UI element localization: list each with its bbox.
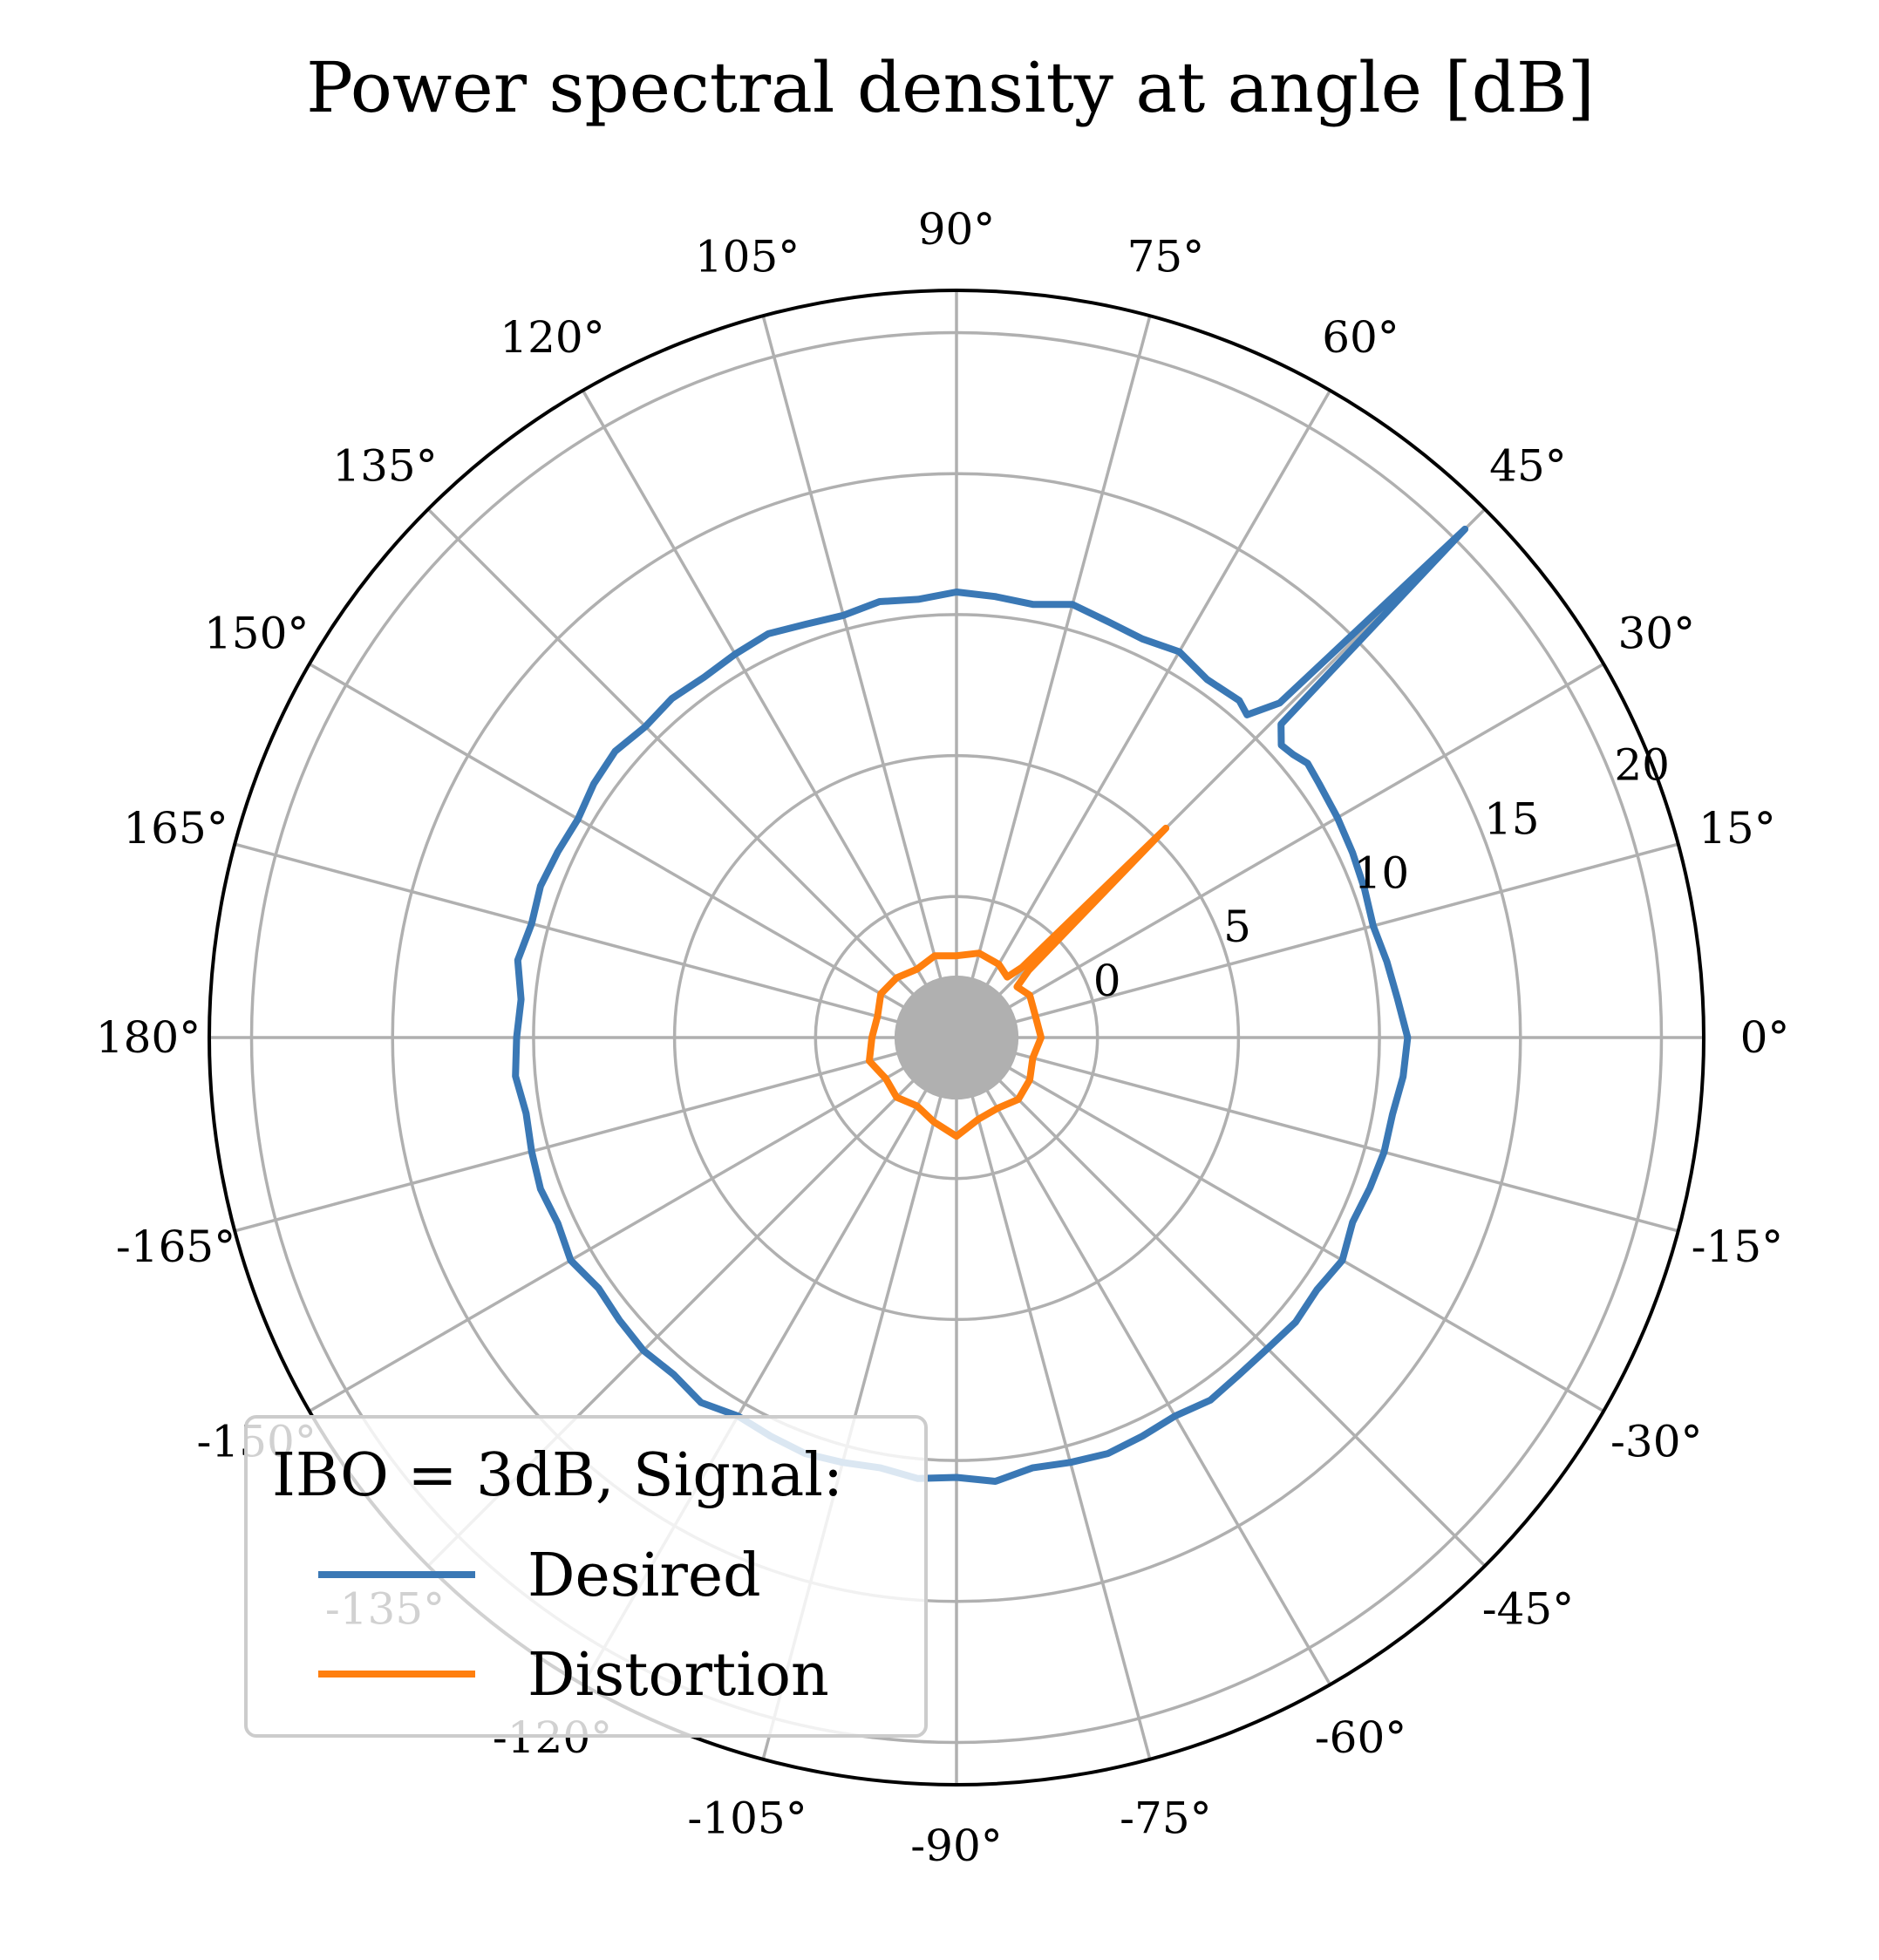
theta-tick-label: -165° bbox=[116, 1222, 235, 1272]
theta-tick-label: -15° bbox=[1692, 1222, 1784, 1272]
r-gridline bbox=[814, 895, 1099, 1181]
theta-gridline bbox=[426, 507, 958, 1039]
theta-tick-label: -45° bbox=[1482, 1583, 1575, 1634]
theta-gridline bbox=[955, 1037, 1332, 1686]
theta-tick-label: 135° bbox=[332, 441, 437, 492]
theta-tick-label: -105° bbox=[687, 1793, 807, 1843]
legend-label-desired: Desired bbox=[528, 1541, 761, 1610]
r-tick-label: 10 bbox=[1354, 847, 1410, 898]
theta-gridline bbox=[956, 1036, 1605, 1413]
theta-gridline bbox=[308, 662, 957, 1039]
series-lines bbox=[512, 525, 1469, 1485]
theta-tick-label: -75° bbox=[1120, 1793, 1212, 1843]
theta-gridline bbox=[956, 662, 1605, 1039]
theta-gridline bbox=[955, 389, 1332, 1038]
r-tick-label: 5 bbox=[1223, 902, 1251, 952]
polar-outer-frame bbox=[208, 289, 1705, 1786]
r-gridline bbox=[391, 472, 1522, 1603]
theta-gridline bbox=[761, 315, 958, 1038]
theta-gridline bbox=[234, 1036, 957, 1233]
r-tick-label: 15 bbox=[1484, 793, 1540, 844]
theta-tick-label: 120° bbox=[500, 312, 604, 363]
legend: IBO = 3dB, Signal: Desired Distortion bbox=[244, 1415, 928, 1738]
polar-grid bbox=[209, 290, 1704, 1785]
r-gridline bbox=[532, 613, 1381, 1462]
theta-tick-label: 165° bbox=[123, 803, 228, 854]
legend-label-distortion: Distortion bbox=[528, 1641, 829, 1710]
theta-tick-label: 0° bbox=[1740, 1012, 1790, 1063]
r-gridline bbox=[249, 330, 1664, 1745]
theta-gridline bbox=[955, 1036, 1487, 1568]
theta-gridline bbox=[581, 389, 958, 1038]
theta-tick-label: 15° bbox=[1699, 803, 1776, 854]
theta-tick-label: 105° bbox=[695, 232, 800, 282]
theta-tick-label: -30° bbox=[1610, 1417, 1703, 1467]
theta-tick-label: -60° bbox=[1315, 1712, 1407, 1763]
theta-gridline bbox=[234, 842, 957, 1039]
r-tick-label: 20 bbox=[1614, 740, 1670, 791]
series-line-distortion bbox=[866, 824, 1170, 1140]
theta-tick-label: 30° bbox=[1617, 609, 1695, 659]
theta-tick-label: 180° bbox=[96, 1012, 201, 1063]
theta-gridline bbox=[955, 1037, 1152, 1760]
legend-title: IBO = 3dB, Signal: bbox=[272, 1441, 843, 1510]
theta-gridline bbox=[308, 1036, 957, 1413]
theta-tick-label: 150° bbox=[204, 609, 309, 659]
theta-tick-label: -90° bbox=[910, 1820, 1003, 1871]
r-gridline bbox=[672, 753, 1241, 1322]
legend-box bbox=[244, 1415, 928, 1738]
theta-gridline bbox=[956, 842, 1679, 1039]
theta-gridline bbox=[956, 1036, 1679, 1233]
center-zone bbox=[894, 975, 1019, 1100]
theta-gridline bbox=[955, 315, 1152, 1038]
series-line-desired bbox=[512, 525, 1469, 1485]
chart-title: Power spectral density at angle [dB] bbox=[306, 47, 1595, 128]
theta-tick-label: 90° bbox=[918, 204, 996, 255]
theta-tick-label: 45° bbox=[1489, 441, 1567, 492]
r-tick-label: 0 bbox=[1093, 956, 1121, 1006]
theta-tick-label: 75° bbox=[1127, 232, 1205, 282]
theta-tick-label: 60° bbox=[1322, 312, 1399, 363]
